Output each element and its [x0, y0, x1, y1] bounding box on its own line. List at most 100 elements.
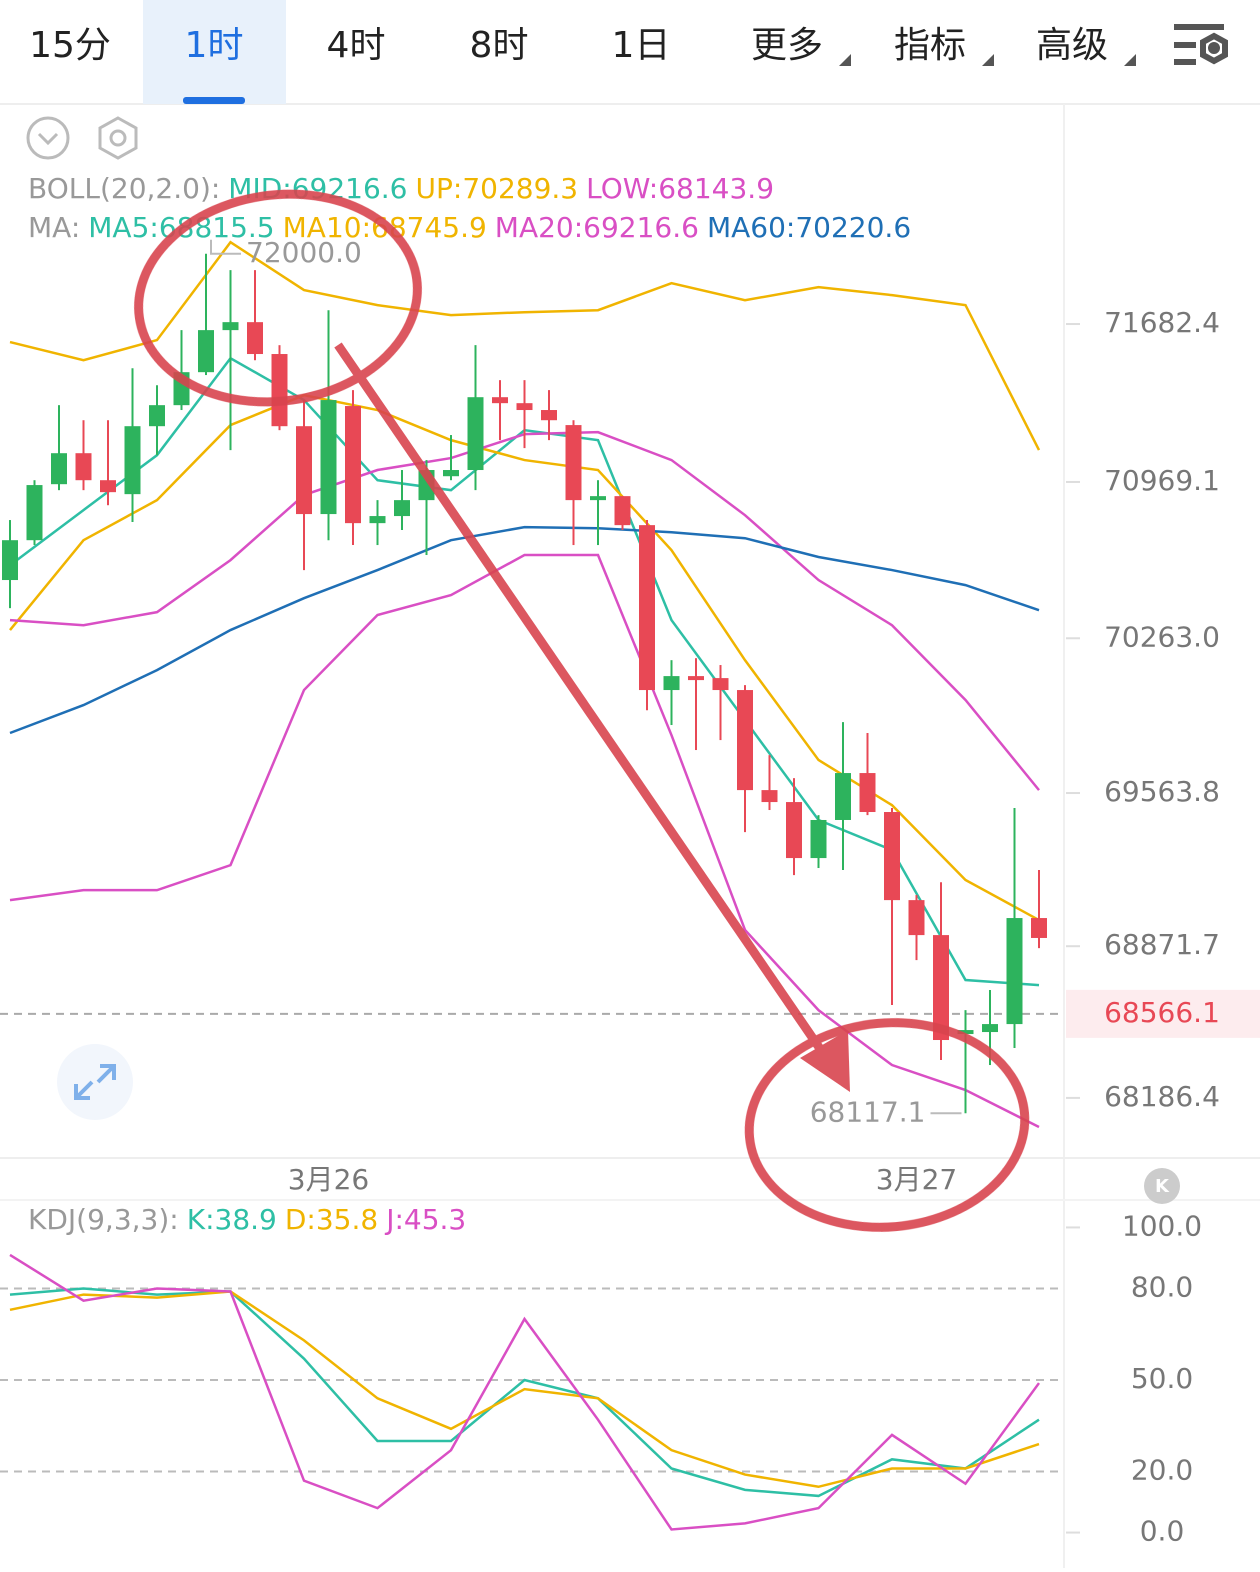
last-price-bg	[1066, 989, 1260, 1038]
legend-entry: MA:	[28, 211, 80, 244]
candle-body	[1031, 918, 1047, 938]
tab[interactable]: 4时	[327, 25, 386, 66]
legend-entry: MA60:70220.6	[707, 211, 911, 244]
indicator-line	[9, 525, 1040, 735]
dropdown-caret	[982, 54, 994, 66]
candle-body	[712, 678, 729, 691]
candle-body	[786, 802, 802, 859]
candle-body	[761, 790, 778, 803]
collapse-chevron	[37, 132, 59, 146]
y-tick-label: 68186.4	[1104, 1080, 1220, 1113]
tab[interactable]: 指标	[894, 25, 966, 66]
candle-body	[639, 525, 655, 691]
candle-body	[982, 1024, 998, 1033]
candle-body	[516, 403, 533, 411]
legend-entry: MA20:69216.6	[495, 211, 699, 244]
candle-body	[271, 354, 288, 427]
candle-body	[590, 496, 606, 501]
settings-hex-icon[interactable]	[98, 116, 138, 160]
candle-body	[737, 690, 753, 791]
candle-body	[933, 935, 949, 1041]
candle-body	[320, 400, 337, 515]
candle-body	[149, 405, 165, 427]
y-tick-label: 69563.8	[1104, 775, 1220, 808]
y-tick-label: 20.0	[1131, 1454, 1193, 1487]
candle-body	[100, 480, 116, 493]
tab[interactable]: 15分	[29, 25, 111, 66]
candle-body	[198, 330, 214, 373]
candle-body	[345, 406, 361, 524]
x-tick-label: 3月27	[876, 1163, 957, 1196]
high-marker	[210, 239, 241, 255]
legend-entry: J:45.3	[384, 1203, 466, 1236]
legend-entry: D:35.8	[285, 1203, 378, 1236]
candle-body	[1006, 918, 1023, 1025]
x-tick-label: 3月26	[288, 1163, 369, 1196]
candle-body	[614, 496, 631, 526]
candle-body	[247, 322, 263, 355]
candle-body	[810, 819, 827, 859]
candle-body	[296, 426, 312, 515]
candle-body	[369, 516, 386, 524]
tab[interactable]: 高级	[1036, 25, 1108, 66]
legend-entry: UP:70289.3	[416, 172, 579, 205]
y-tick-label: 70263.0	[1104, 620, 1220, 653]
low-label: 68117.1	[810, 1095, 926, 1128]
dropdown-caret	[839, 54, 851, 66]
scroll-end-button[interactable]	[1144, 1168, 1180, 1204]
candle-body	[835, 773, 851, 820]
dropdown-caret	[1124, 54, 1136, 66]
candle-body	[541, 410, 557, 421]
y-tick-label: 100.0	[1122, 1209, 1202, 1242]
candle-body	[26, 485, 43, 541]
legend-entry: BOLL(20,2.0):	[28, 172, 220, 205]
y-tick-label: 50.0	[1131, 1362, 1193, 1395]
tab[interactable]: 8时	[470, 25, 529, 66]
candle-body	[908, 900, 925, 936]
tab[interactable]: 1日	[612, 25, 671, 66]
candle-body	[957, 1030, 974, 1035]
indicator-line	[9, 240, 1041, 451]
expand-button[interactable]	[57, 1044, 133, 1120]
y-tick-label: 80.0	[1131, 1270, 1193, 1303]
active-tab-indicator	[183, 97, 245, 104]
kdj-line	[9, 1253, 1041, 1531]
y-tick-label: 68871.7	[1104, 928, 1220, 961]
candle-body	[51, 453, 67, 485]
collapse-icon[interactable]	[26, 116, 70, 160]
settings-icon[interactable]	[1174, 24, 1228, 65]
last-price-label: 68566.1	[1104, 996, 1220, 1029]
settings-hex-dot	[109, 129, 127, 147]
expand-arrows	[74, 1064, 116, 1100]
candle-body	[663, 676, 680, 691]
annotation	[134, 189, 1030, 1232]
candle-body	[688, 676, 704, 681]
tab[interactable]: 1时	[185, 25, 244, 66]
y-tick-label: 70969.1	[1104, 464, 1220, 497]
candle-body	[222, 322, 239, 331]
y-tick-label: 71682.4	[1104, 306, 1220, 339]
candle-body	[467, 397, 484, 471]
tab[interactable]: 更多	[751, 25, 823, 66]
candle-body	[124, 426, 141, 495]
candle-body	[75, 453, 92, 481]
candle-body	[884, 812, 900, 901]
kdj-line	[9, 1287, 1040, 1498]
candle-body	[565, 425, 582, 501]
candle-body	[443, 470, 459, 477]
kdj-line	[9, 1290, 1040, 1489]
legend-entry: KDJ(9,3,3):	[28, 1203, 179, 1236]
candle-body	[394, 500, 410, 517]
candle-body	[859, 773, 876, 813]
scroll-end-icon: K	[1155, 1176, 1170, 1197]
indicator-line	[9, 553, 1040, 1129]
high-label: 72000.0	[246, 236, 362, 269]
active-tab-bg	[143, 0, 286, 104]
legend-entry: K:38.9	[187, 1203, 277, 1236]
legend-entry: LOW:68143.9	[586, 172, 774, 205]
candle-body	[2, 540, 18, 581]
y-tick-label: 0.0	[1140, 1515, 1185, 1548]
